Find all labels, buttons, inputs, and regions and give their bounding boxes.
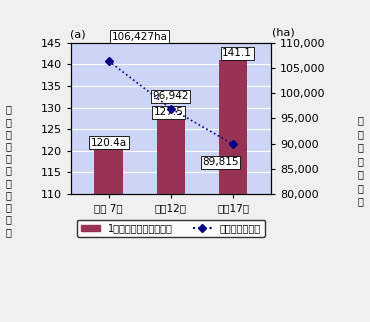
- Text: (ha): (ha): [272, 28, 295, 38]
- Bar: [157, 118, 185, 322]
- Text: 127.5: 127.5: [154, 107, 184, 117]
- Text: り: り: [5, 153, 11, 164]
- Text: 積: 積: [358, 196, 364, 207]
- Text: (a): (a): [70, 30, 85, 40]
- Text: 耕: 耕: [5, 190, 11, 200]
- Text: 当: 当: [5, 129, 11, 139]
- Bar: [219, 60, 248, 322]
- Legend: 1戸あたり経営耕地面積, 経営耕地総面積: 1戸あたり経営耕地面積, 経営耕地総面積: [77, 220, 265, 237]
- Text: 地: 地: [358, 156, 364, 166]
- Text: 営: 営: [358, 129, 364, 139]
- Text: 141.1: 141.1: [222, 48, 252, 59]
- Text: 経: 経: [5, 166, 11, 176]
- Text: 総: 総: [358, 169, 364, 180]
- Bar: [94, 149, 122, 322]
- Text: 地: 地: [5, 202, 11, 213]
- Text: 89,815: 89,815: [202, 157, 239, 167]
- Text: 120.4a: 120.4a: [91, 138, 127, 148]
- Text: 耕: 耕: [358, 142, 364, 153]
- Text: 戸: 戸: [5, 117, 11, 127]
- Text: た: た: [5, 141, 11, 151]
- Text: 積: 積: [5, 227, 11, 237]
- Text: 106,427ha: 106,427ha: [112, 32, 168, 42]
- Text: 一: 一: [5, 104, 11, 115]
- Text: 経: 経: [358, 115, 364, 126]
- Text: 面: 面: [358, 183, 364, 193]
- Text: 96,942: 96,942: [152, 91, 189, 101]
- Text: 面: 面: [5, 214, 11, 225]
- Text: 営: 営: [5, 178, 11, 188]
